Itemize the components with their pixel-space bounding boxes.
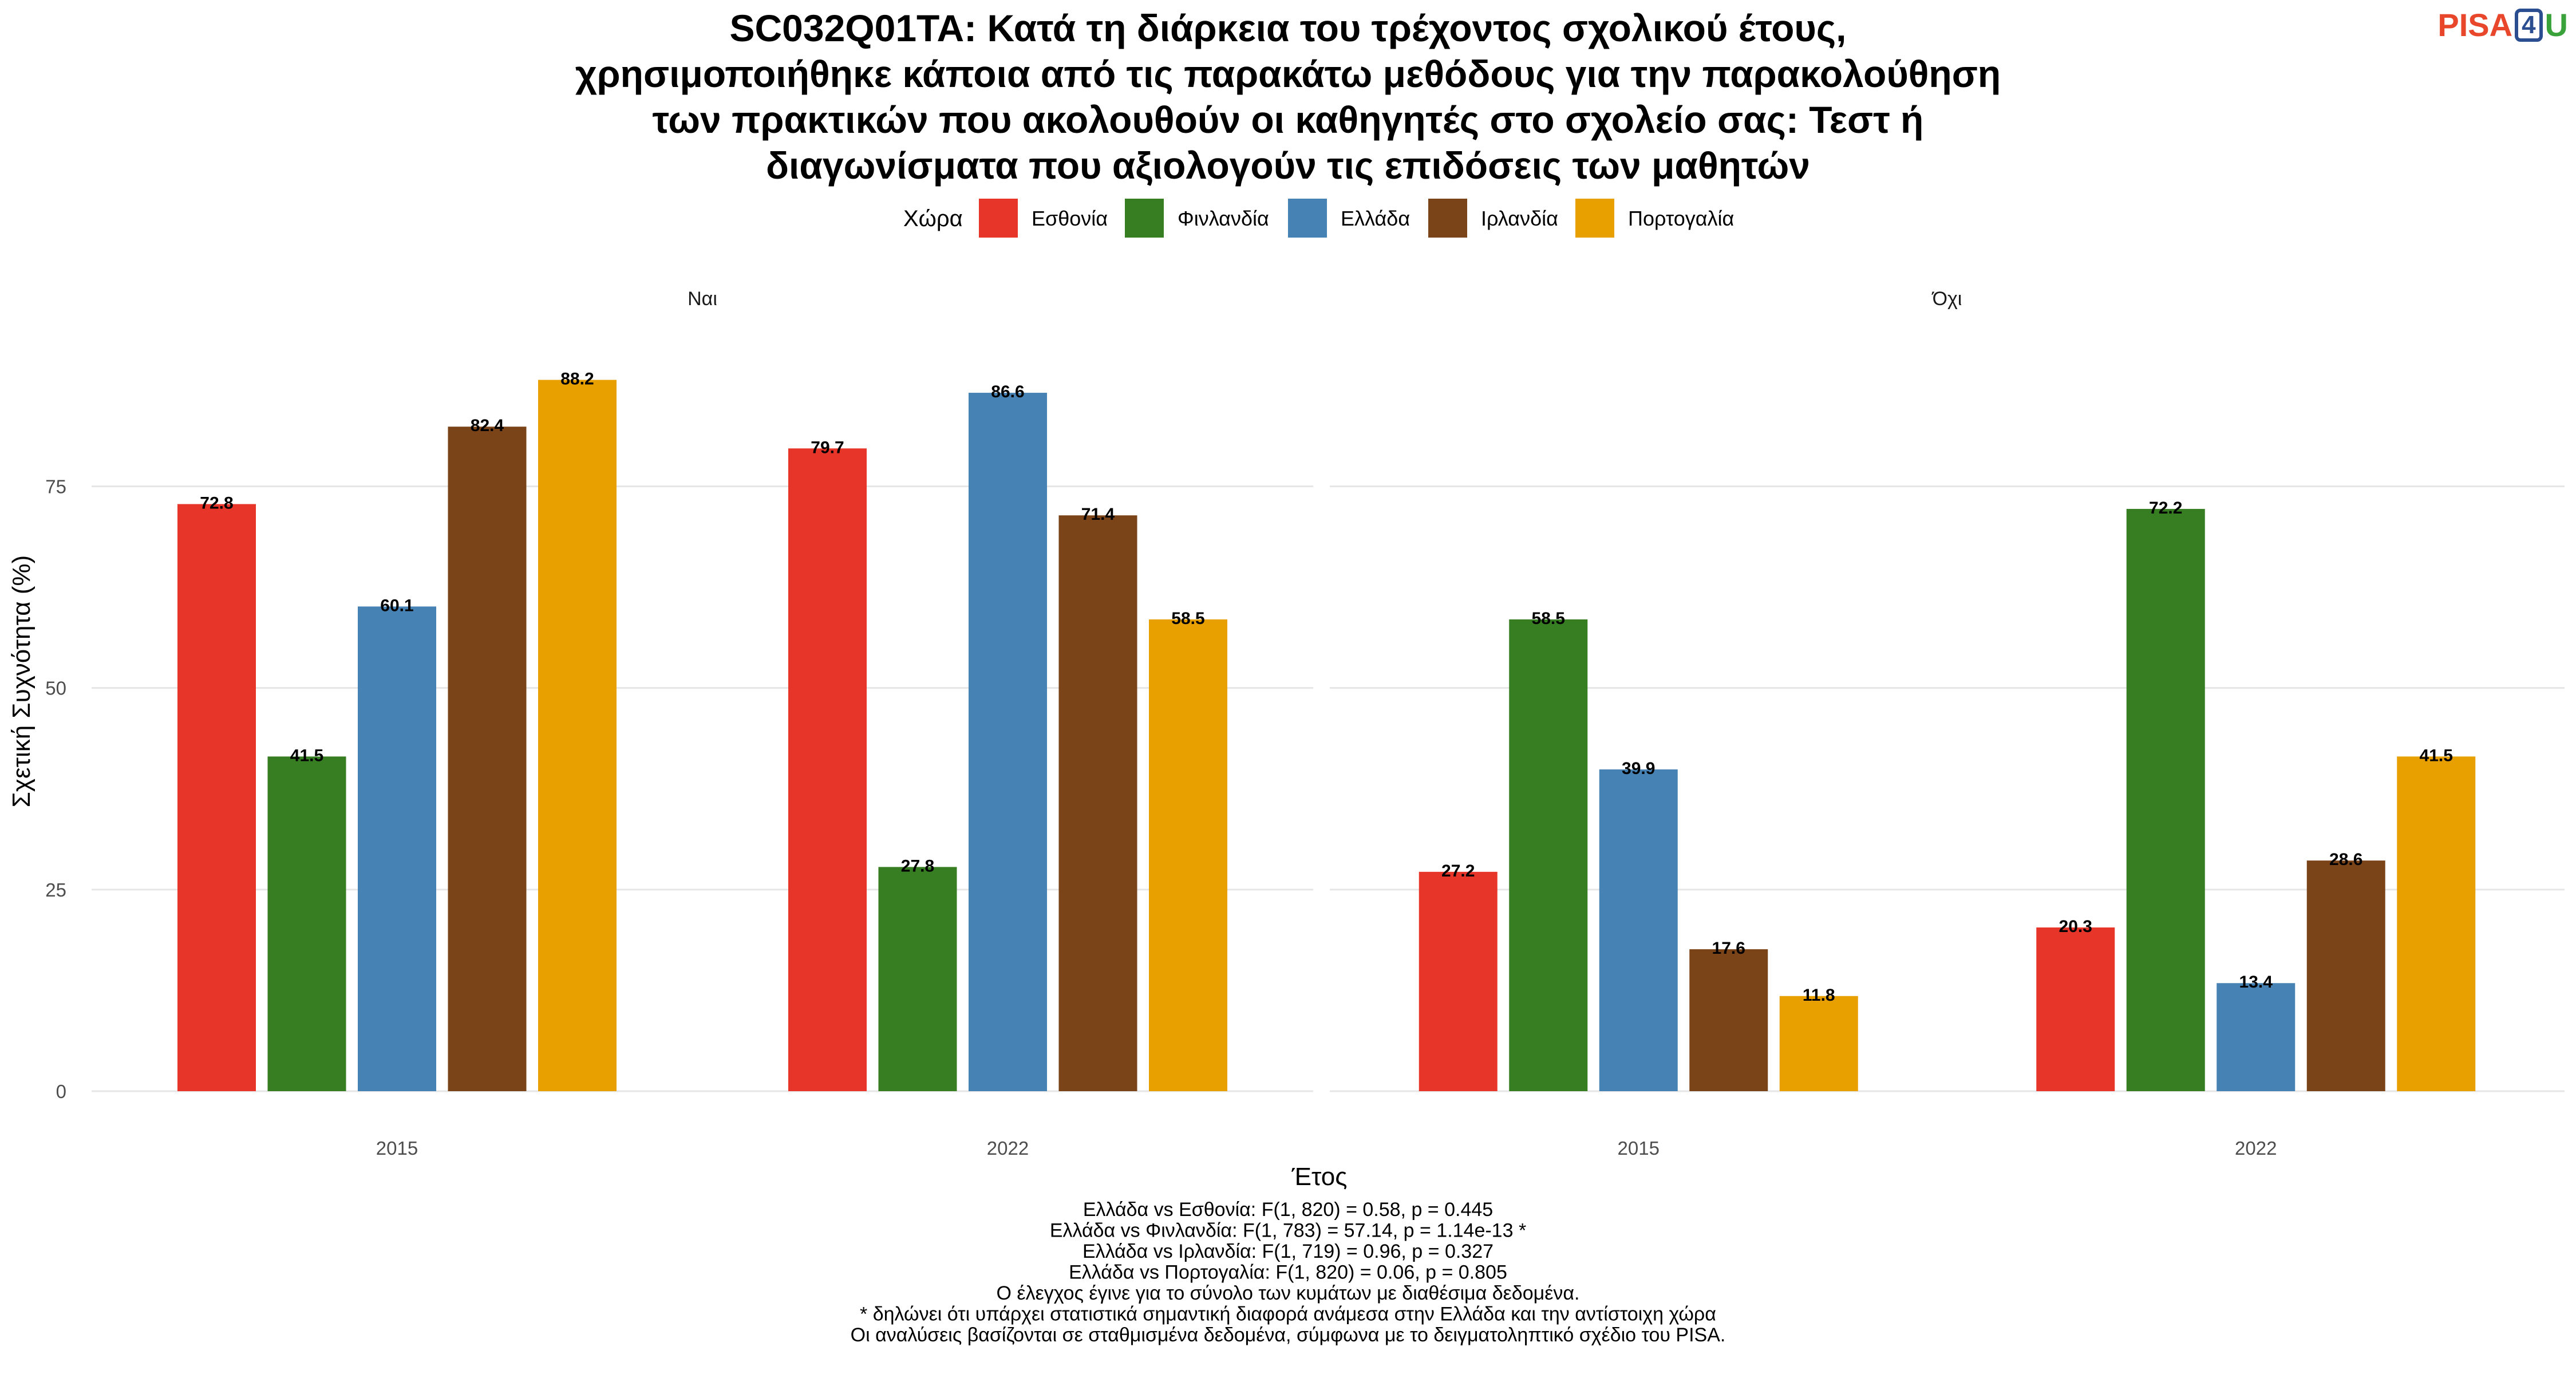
- bar-value-label: 13.4: [2239, 973, 2273, 992]
- y-axis-title: Σχετική Συχνότητα (%): [7, 555, 35, 808]
- chart-title-line: των πρακτικών που ακολουθούν οι καθηγητέ…: [653, 98, 1924, 141]
- bar-value-label: 58.5: [1171, 609, 1204, 628]
- bar-value-label: 17.6: [1712, 939, 1745, 958]
- bar: [2397, 756, 2476, 1091]
- logo-four-text: 4: [2515, 9, 2543, 42]
- facet-label: Ναι: [688, 288, 717, 310]
- note-line: Ελλάδα vs Φινλανδία: F(1, 783) = 57.14, …: [1050, 1220, 1526, 1242]
- bar-value-label: 82.4: [471, 416, 504, 435]
- bar: [267, 756, 346, 1091]
- legend-swatch: [979, 199, 1018, 238]
- bar-value-label: 41.5: [2420, 746, 2453, 765]
- chart-title-line: χρησιμοποιήθηκε κάποια από τις παρακάτω …: [575, 53, 2001, 95]
- legend-swatch: [1125, 199, 1164, 238]
- note-line: Ο έλεγχος έγινε για το σύνολο των κυμάτω…: [997, 1282, 1580, 1304]
- y-tick-label: 0: [56, 1081, 66, 1102]
- bar-value-label: 28.6: [2329, 850, 2362, 869]
- bar: [358, 606, 436, 1091]
- bar-value-label: 72.2: [2149, 499, 2182, 518]
- chart-title-line: SC032Q01TA: Κατά τη διάρκεια του τρέχοντ…: [730, 7, 1847, 49]
- bar: [1058, 515, 1137, 1091]
- bar: [1689, 949, 1768, 1091]
- bar: [2217, 983, 2296, 1091]
- bar-value-label: 72.8: [200, 493, 233, 512]
- bar: [2306, 860, 2385, 1091]
- x-axis-title: Έτος: [1291, 1163, 1348, 1191]
- facet-label: Όχι: [1931, 288, 1962, 310]
- legend-title: Χώρα: [903, 206, 963, 231]
- bar-value-label: 86.6: [991, 382, 1024, 401]
- bar-value-label: 11.8: [1803, 986, 1835, 1005]
- bar-value-label: 60.1: [380, 596, 413, 615]
- x-tick-label: 2015: [1618, 1138, 1660, 1159]
- note-line: Ελλάδα vs Εσθονία: F(1, 820) = 0.58, p =…: [1083, 1199, 1493, 1221]
- bar-value-label: 71.4: [1081, 505, 1115, 524]
- bar: [1599, 769, 1678, 1091]
- statistical-notes: Ελλάδα vs Εσθονία: F(1, 820) = 0.58, p =…: [851, 1199, 1726, 1346]
- bar-value-label: 88.2: [560, 370, 594, 389]
- logo-u-text: U: [2545, 7, 2568, 43]
- pisa4u-logo: PISA 4 U: [2437, 7, 2568, 44]
- bar-value-label: 58.5: [1532, 609, 1565, 628]
- logo-pisa-text: PISA: [2437, 7, 2513, 43]
- bar: [538, 380, 617, 1091]
- y-tick-label: 25: [45, 879, 66, 901]
- legend-swatch: [1428, 199, 1467, 238]
- legend: Χώρα Εσθονία Φινλανδία Ελλάδα Ιρλανδία Πορτογ…: [903, 199, 1734, 238]
- bar-value-label: 27.8: [901, 856, 934, 875]
- bar: [788, 448, 867, 1092]
- legend-label: Πορτογαλία: [1628, 207, 1734, 230]
- bar: [1509, 619, 1588, 1091]
- chart-title: SC032Q01TA: Κατά τη διάρκεια του τρέχοντ…: [575, 7, 2001, 187]
- y-tick-label: 75: [45, 476, 66, 497]
- bar: [1149, 619, 1227, 1091]
- x-tick-label: 2022: [2235, 1138, 2277, 1159]
- y-tick-label: 50: [45, 678, 66, 699]
- note-line: Ελλάδα vs Ιρλανδία: F(1, 719) = 0.96, p …: [1082, 1241, 1494, 1262]
- legend-label: Φινλανδία: [1178, 207, 1269, 230]
- bar-value-label: 20.3: [2059, 917, 2092, 936]
- bar: [448, 427, 527, 1091]
- legend-label: Ιρλανδία: [1481, 207, 1558, 230]
- bar-value-label: 41.5: [290, 746, 323, 765]
- bar: [177, 504, 256, 1092]
- legend-swatch: [1288, 199, 1327, 238]
- note-line: * δηλώνει ότι υπάρχει στατιστικά σημαντι…: [860, 1304, 1716, 1325]
- bar-value-label: 39.9: [1622, 759, 1655, 778]
- x-tick-label: 2015: [376, 1138, 418, 1159]
- note-line: Οι αναλύσεις βασίζονται σε σταθμισμένα δ…: [851, 1324, 1726, 1346]
- note-line: Ελλάδα vs Πορτογαλία: F(1, 820) = 0.06, …: [1069, 1262, 1507, 1284]
- bar: [1419, 871, 1498, 1091]
- legend-swatch: [1575, 199, 1614, 238]
- bar-value-label: 79.7: [811, 438, 844, 457]
- legend-label: Εσθονία: [1032, 207, 1108, 230]
- bar: [2036, 927, 2115, 1091]
- x-tick-label: 2022: [987, 1138, 1029, 1159]
- bar: [878, 867, 957, 1091]
- legend-label: Ελλάδα: [1341, 207, 1410, 230]
- plot-area: 0 25 50 75 Ναι 2015 2022 72.8 79.7 41.5 27.8 60.1 86…: [45, 288, 2565, 1159]
- bar-value-label: 27.2: [1441, 862, 1475, 881]
- bar: [1779, 996, 1858, 1091]
- chart-title-line: διαγωνίσματα που αξιολογούν τις επιδόσει…: [766, 144, 1810, 187]
- bar: [969, 393, 1047, 1091]
- bar: [2126, 508, 2205, 1091]
